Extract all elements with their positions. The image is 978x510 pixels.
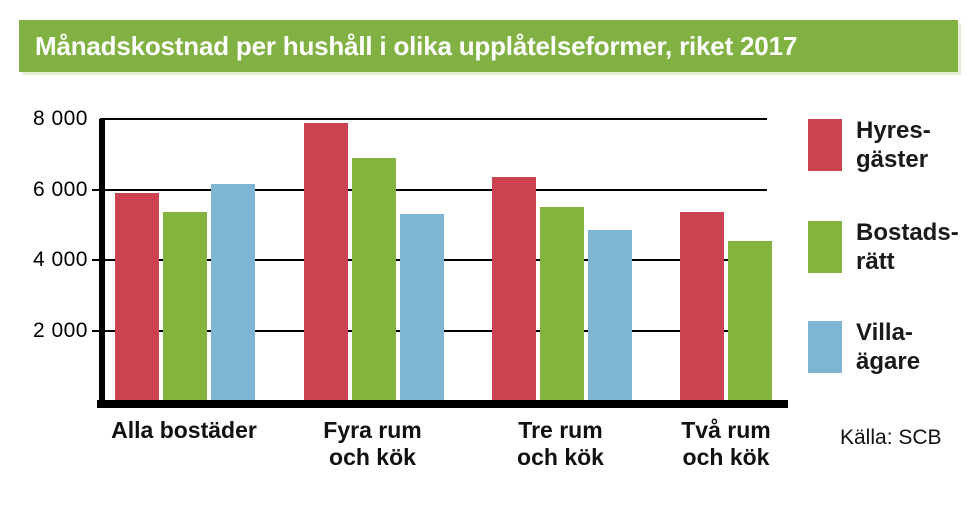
bar-s0-c1 xyxy=(303,122,348,401)
x-category-label-1: Fyra rum och kök xyxy=(323,417,422,470)
legend-label-2: Villa- ägare xyxy=(856,319,921,375)
bar-s0-c3 xyxy=(679,212,724,401)
gridline-6000 xyxy=(100,188,767,191)
bar-s1-c3 xyxy=(727,240,772,401)
source-label: Källa: SCB xyxy=(840,426,942,449)
bar-s2-c2 xyxy=(587,230,632,401)
y-tick-6000 xyxy=(92,188,99,191)
y-axis-spine xyxy=(99,119,105,408)
gridline-8000 xyxy=(100,118,767,120)
legend-label-0: Hyres- gäster xyxy=(856,117,931,173)
chart-title: Månadskostnad per hushåll i olika upplåt… xyxy=(35,31,798,61)
legend-swatch-1 xyxy=(808,221,842,273)
x-category-label-0: Alla bostäder xyxy=(111,417,257,443)
legend-swatch-0 xyxy=(808,119,842,171)
bar-s2-c0 xyxy=(211,184,255,401)
y-tick-label-4000: 4 000 xyxy=(32,248,88,271)
y-tick-label-8000: 8 000 xyxy=(32,107,88,130)
x-category-label-3: Två rum och kök xyxy=(681,417,771,470)
y-tick-label-2000: 2 000 xyxy=(32,318,88,342)
title-banner: Månadskostnad per hushåll i olika upplåt… xyxy=(19,20,958,72)
bar-s2-c1 xyxy=(399,214,444,401)
legend-swatch-2 xyxy=(808,321,842,373)
bar-s1-c1 xyxy=(351,157,396,401)
y-tick-label-6000: 6 000 xyxy=(32,177,88,201)
bar-s1-c2 xyxy=(539,207,584,401)
x-category-label-2: Tre rum och kök xyxy=(517,417,604,470)
y-tick-2000 xyxy=(92,329,99,332)
x-axis-line xyxy=(97,400,788,408)
bar-s1-c0 xyxy=(163,212,207,401)
bar-s0-c2 xyxy=(491,177,536,401)
legend-label-1: Bostads- rätt xyxy=(856,219,959,275)
y-tick-4000 xyxy=(92,259,99,261)
bar-s0-c0 xyxy=(115,193,159,401)
